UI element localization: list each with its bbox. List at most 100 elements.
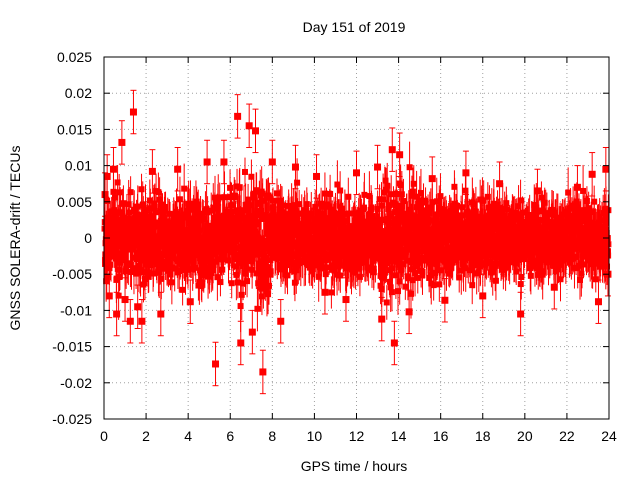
data-point [462, 150, 470, 196]
point-marker [186, 298, 194, 306]
point-marker [342, 296, 350, 304]
point-marker [248, 328, 256, 336]
point-marker [517, 310, 525, 318]
x-tick-label: 6 [226, 428, 234, 444]
x-tick-label: 10 [307, 428, 323, 444]
data-point [129, 89, 137, 135]
x-tick-label: 2 [142, 428, 150, 444]
point-marker [113, 310, 121, 318]
point-marker [101, 191, 109, 199]
data-point [441, 278, 449, 323]
point-marker [148, 167, 156, 175]
y-tick-label: 0.005 [57, 194, 92, 210]
point-marker [573, 183, 581, 191]
data-point [588, 152, 596, 197]
point-marker [388, 146, 396, 154]
y-axis-label: GNSS SOLERA-drift / TECUs [7, 146, 23, 331]
data-point [573, 165, 581, 210]
point-marker [118, 138, 126, 146]
data-point [259, 349, 267, 395]
x-tick-label: 18 [475, 428, 491, 444]
point-marker [109, 165, 117, 173]
data-point [237, 320, 245, 366]
data-point [234, 94, 242, 139]
data-point [212, 341, 220, 387]
point-marker [405, 308, 413, 316]
y-tick-label: -0.005 [52, 266, 92, 282]
point-marker [138, 317, 146, 325]
point-marker [462, 169, 470, 177]
point-marker [479, 292, 487, 300]
point-marker [396, 151, 404, 159]
data-point [479, 273, 487, 319]
point-marker [234, 112, 242, 120]
data-point [388, 127, 396, 172]
point-marker [268, 158, 276, 166]
data-point [126, 299, 134, 344]
data-point [220, 139, 228, 185]
data-point [148, 149, 156, 194]
data-point [186, 279, 194, 324]
point-marker [157, 310, 165, 318]
x-tick-label: 8 [268, 428, 276, 444]
data-series [101, 89, 612, 395]
data-point [602, 147, 610, 192]
data-point [428, 156, 436, 201]
y-tick-label: -0.025 [52, 411, 92, 427]
data-point [109, 147, 117, 192]
data-point [405, 289, 413, 335]
point-marker [313, 172, 321, 180]
data-point [396, 132, 404, 177]
data-point [353, 150, 360, 196]
x-tick-label: 12 [349, 428, 365, 444]
point-marker [594, 298, 602, 306]
data-point [121, 277, 129, 322]
data-point [533, 168, 541, 214]
point-marker [588, 170, 596, 178]
point-marker [174, 165, 182, 173]
point-marker [245, 122, 253, 130]
data-point [138, 299, 146, 344]
data-point [342, 277, 350, 322]
data-point [321, 270, 329, 315]
point-marker [291, 163, 299, 171]
point-marker [103, 172, 111, 180]
data-point [118, 120, 126, 165]
data-point [313, 154, 321, 199]
point-marker [321, 288, 329, 296]
point-marker [378, 315, 386, 323]
data-point [245, 103, 253, 148]
point-marker [237, 339, 245, 347]
y-tick-label: 0.02 [65, 85, 92, 101]
data-point [103, 154, 111, 199]
point-marker [134, 303, 142, 311]
axis-ticks: 0 2 4 6 8 10 12 14 16 18 20 22 24-0.025-0.02-0.015-0… [52, 49, 617, 444]
data-point [390, 320, 398, 366]
noise-cloud [101, 141, 612, 333]
x-tick-label: 24 [601, 428, 617, 444]
y-tick-label: 0.01 [65, 158, 92, 174]
x-tick-label: 20 [517, 428, 533, 444]
point-marker [390, 339, 398, 347]
y-tick-label: -0.01 [60, 302, 92, 318]
data-point [517, 291, 525, 337]
point-marker [496, 180, 504, 188]
data-point [157, 291, 165, 337]
point-marker [220, 158, 228, 166]
point-marker [441, 296, 449, 304]
y-tick-label: 0.025 [57, 49, 92, 65]
data-point [496, 161, 504, 206]
point-marker [121, 296, 129, 304]
point-marker [203, 158, 211, 166]
data-point [550, 265, 558, 310]
x-tick-label: 0 [100, 428, 108, 444]
data-point [277, 299, 285, 344]
point-marker [212, 360, 220, 368]
point-marker [602, 165, 610, 173]
data-point [252, 108, 259, 154]
data-point [291, 144, 299, 190]
data-point [378, 296, 386, 342]
data-point [268, 139, 276, 185]
data-point [203, 139, 211, 185]
x-tick-label: 14 [391, 428, 407, 444]
